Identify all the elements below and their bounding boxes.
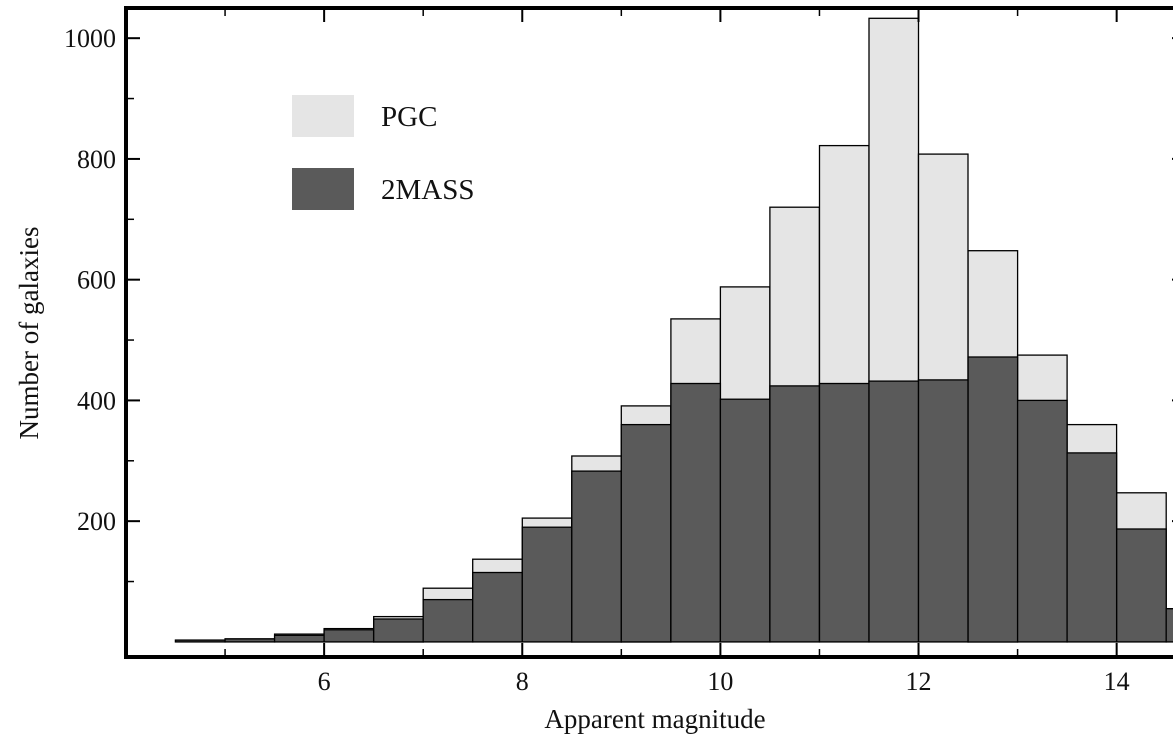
y-tick-label: 800 [77,145,116,174]
legend: PGC 2MASS [292,95,475,210]
2mass-bars [174,356,1173,643]
2mass-bar [1116,528,1167,643]
plot-frame [124,6,1173,659]
2mass-bar [373,618,424,643]
legend-swatch-2mass [292,168,354,210]
x-tick-label: 12 [906,667,932,696]
2mass-bar [818,382,870,643]
y-tick-label: 200 [77,507,116,536]
2mass-bar [571,470,622,643]
2mass-bar [967,356,1019,643]
2mass-bar [769,385,821,643]
2mass-bar [472,571,523,643]
2mass-bar [323,629,375,643]
2mass-bar [422,598,474,643]
2mass-bar [917,379,969,643]
2mass-bar [670,382,722,643]
2mass-bar [1165,608,1173,643]
2mass-bar [224,638,276,643]
y-tick-label: 600 [77,266,116,295]
x-tick-label: 14 [1104,667,1130,696]
x-tick-label: 8 [516,667,529,696]
2mass-bar [620,423,672,643]
legend-label-2mass: 2MASS [381,174,475,206]
2mass-bar [174,639,226,643]
y-tick-label: 400 [77,386,116,415]
x-tick-label: 10 [707,667,733,696]
2mass-bar [1016,399,1068,643]
legend-swatch-pgc [292,95,354,137]
2mass-bar [1066,452,1118,643]
2mass-bar [273,634,325,643]
y-tick-label: 1000 [64,24,116,53]
tick-labels: 6 8 10 12 14 200 400 600 800 1000 [64,24,1130,696]
2mass-bar [719,398,771,643]
x-axis-label: Apparent magnitude [544,704,765,734]
2mass-bar [521,526,573,643]
legend-label-pgc: PGC [381,101,437,133]
y-axis-label: Number of galaxies [14,227,44,440]
2mass-bar [868,380,920,643]
x-tick-label: 6 [318,667,331,696]
